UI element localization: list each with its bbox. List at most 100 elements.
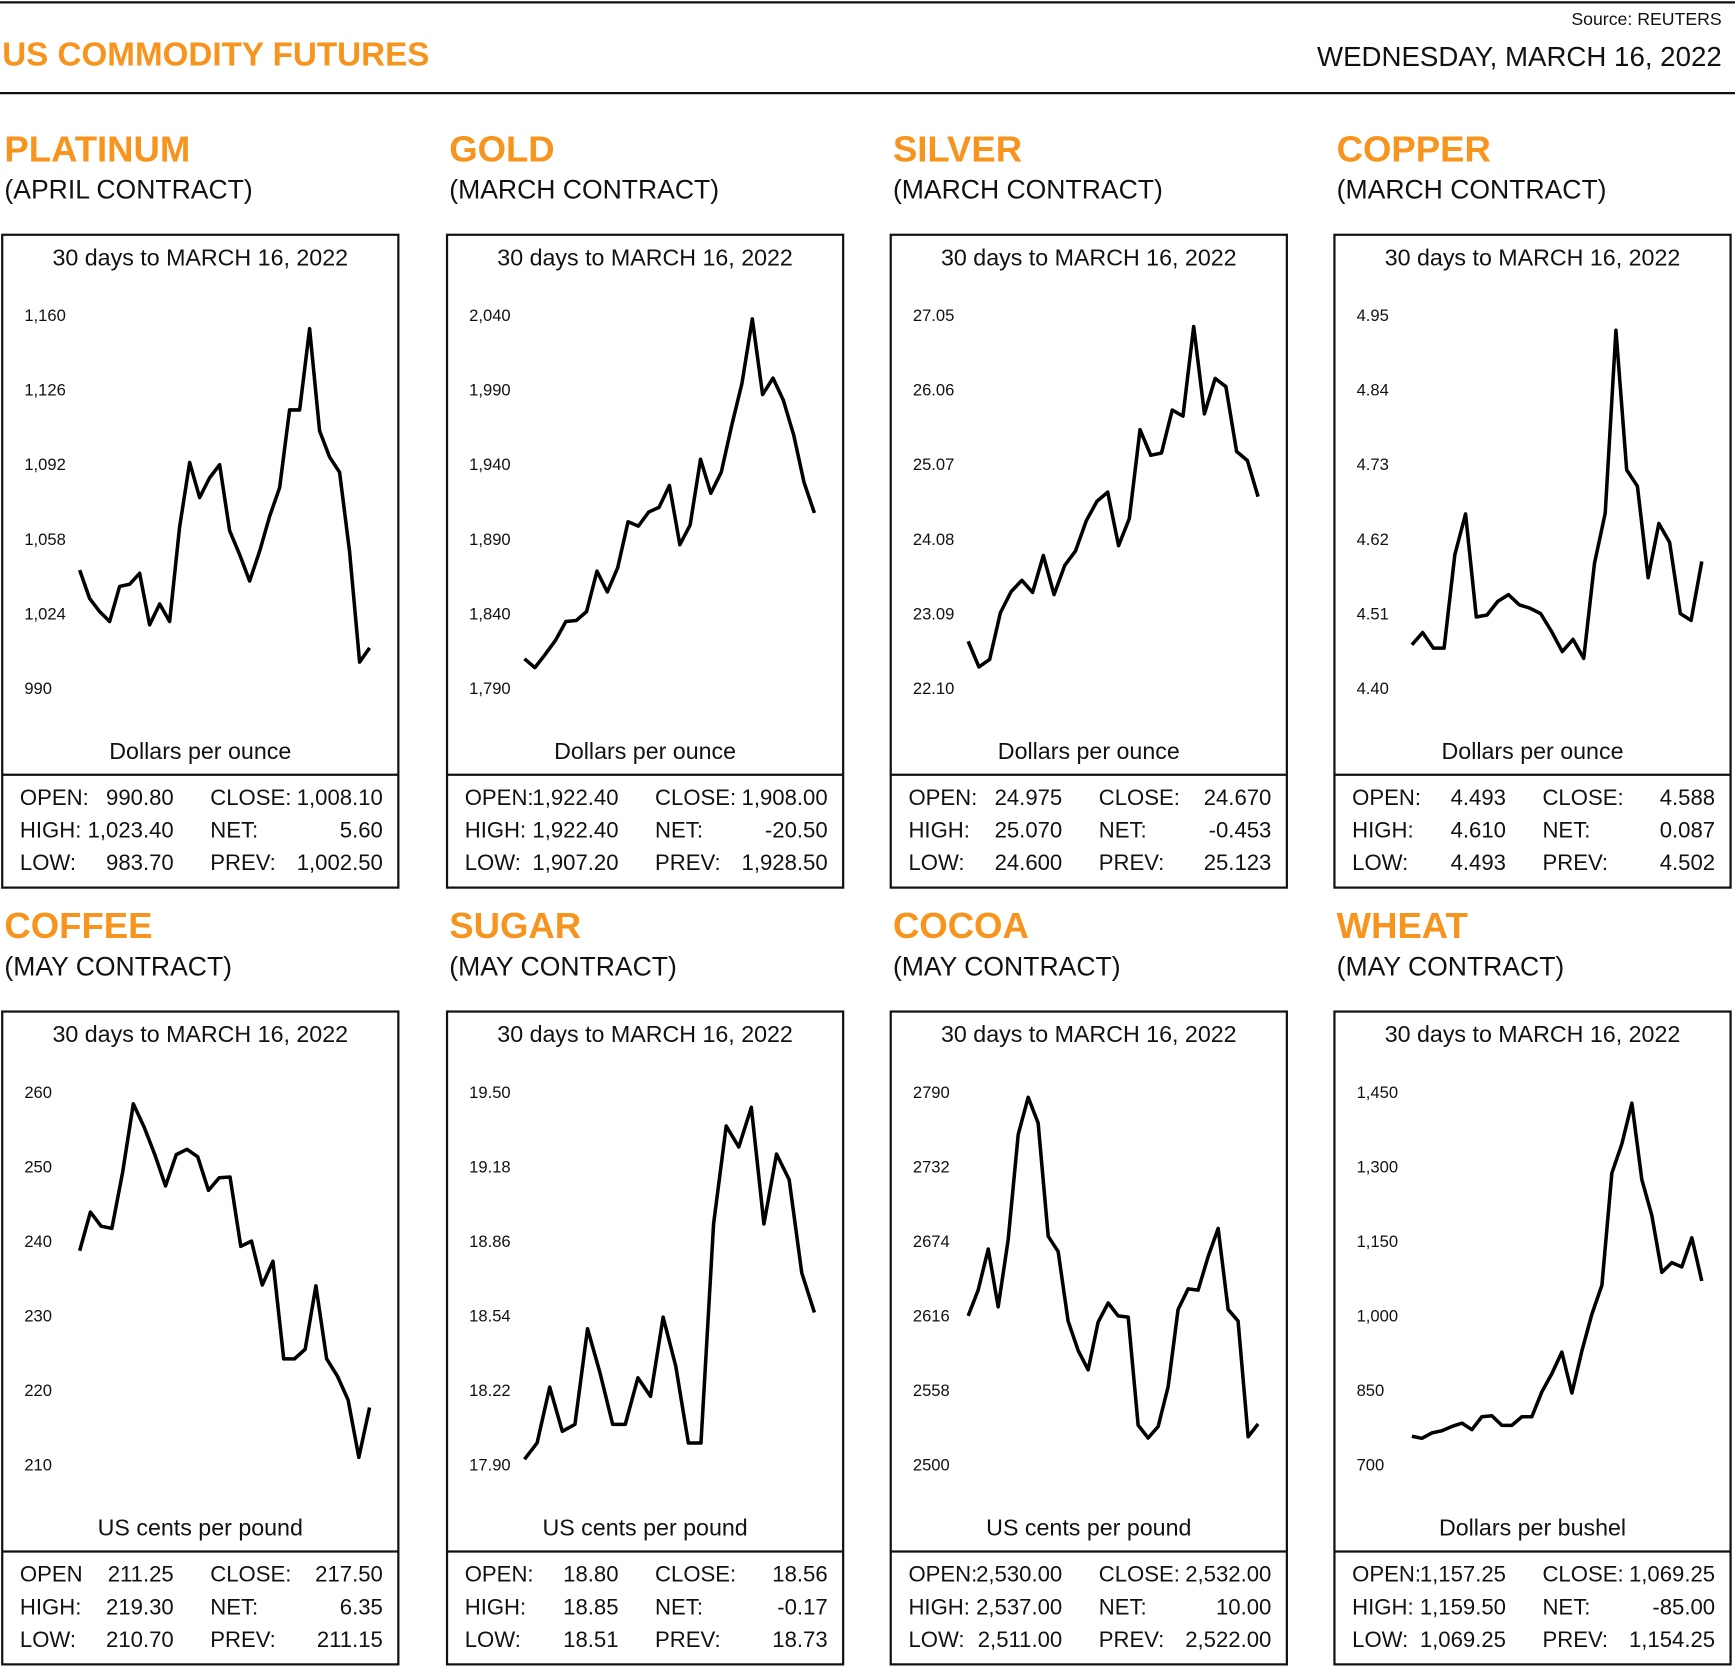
unit-label: Dollars per ounce [998, 738, 1180, 764]
stat-value: 25.123 [1204, 850, 1272, 875]
price-line [77, 1102, 372, 1460]
y-tick-label: 18.22 [469, 1381, 510, 1400]
chart-note: 30 days to MARCH 16, 2022 [497, 1021, 793, 1047]
chart-title: COCOA [893, 905, 1029, 946]
stat-value: 18.73 [772, 1627, 827, 1652]
stat-label: CLOSE: [210, 1562, 291, 1587]
chart-frame [1, 1010, 400, 1666]
y-tick-label: 240 [24, 1232, 52, 1251]
stat-label: LOW: [1352, 1627, 1408, 1652]
stat-value: 1,159.50 [1420, 1594, 1506, 1619]
stat-label: NET: [655, 1594, 703, 1619]
stat-label: CLOSE: [1542, 1562, 1623, 1587]
y-tick-label: 850 [1357, 1381, 1385, 1400]
y-tick-label: 19.50 [469, 1083, 510, 1102]
stat-label: LOW: [20, 850, 76, 875]
stat-label: NET: [210, 818, 258, 843]
stat-value: 983.70 [106, 850, 174, 875]
y-tick-label: 2790 [913, 1083, 950, 1102]
y-tick-label: 1,126 [24, 381, 65, 400]
chart-frame [889, 233, 1288, 889]
stat-value: 0.087 [1660, 818, 1715, 843]
chart-title: COPPER [1337, 128, 1491, 169]
y-tick-label: 1,940 [469, 455, 510, 474]
chart-note: 30 days to MARCH 16, 2022 [1385, 1021, 1681, 1047]
y-tick-label: 1,990 [469, 381, 510, 400]
y-tick-label: 4.40 [1357, 679, 1389, 698]
stat-value: 219.30 [106, 1594, 174, 1619]
y-tick-label: 19.18 [469, 1157, 510, 1176]
stat-label: HIGH: [20, 1594, 81, 1619]
stat-value: -0.17 [777, 1594, 827, 1619]
y-tick-label: 2500 [913, 1456, 950, 1475]
stat-value: 10.00 [1216, 1594, 1271, 1619]
price-line [77, 326, 372, 664]
y-tick-label: 4.84 [1357, 381, 1389, 400]
unit-label: US cents per pound [542, 1515, 747, 1541]
chart-note: 30 days to MARCH 16, 2022 [941, 244, 1237, 270]
stat-value: 18.85 [563, 1594, 618, 1619]
stat-label: PREV: [655, 1627, 721, 1652]
chart-frame [1, 233, 400, 889]
stat-value: 1,002.50 [297, 850, 383, 875]
stat-value: 4.588 [1660, 785, 1715, 810]
y-tick-label: 2,040 [469, 306, 510, 325]
stat-value: 4.610 [1451, 818, 1506, 843]
y-tick-label: 24.08 [913, 530, 955, 549]
chart-title: WHEAT [1337, 905, 1468, 946]
unit-label: US cents per pound [98, 1515, 303, 1541]
stat-label: CLOSE: [1542, 785, 1623, 810]
stat-label: NET: [1099, 1594, 1147, 1619]
price-line [523, 1105, 817, 1461]
chart-subtitle: (MARCH CONTRACT) [1337, 175, 1607, 205]
stat-label: CLOSE: [1099, 785, 1180, 810]
stat-value: 1,157.25 [1420, 1562, 1506, 1587]
stat-value: 4.493 [1451, 850, 1506, 875]
chart-title: SUGAR [449, 905, 581, 946]
stat-value: 2,511.00 [978, 1627, 1062, 1652]
stat-value: -85.00 [1652, 1594, 1715, 1619]
chart-subtitle: (APRIL CONTRACT) [4, 175, 252, 205]
source: Source: REUTERS [1571, 9, 1721, 29]
chart-title: GOLD [449, 128, 554, 169]
y-tick-label: 230 [24, 1307, 52, 1326]
y-tick-label: 1,790 [469, 679, 510, 698]
chart-frame [445, 1010, 845, 1666]
stat-label: HIGH: [908, 1594, 969, 1619]
stat-label: PREV: [1099, 1627, 1165, 1652]
chart-note: 30 days to MARCH 16, 2022 [52, 244, 348, 270]
stat-value: 2,530.00 [976, 1562, 1062, 1587]
stat-label: OPEN: [1352, 785, 1421, 810]
stat-value: 1,928.50 [742, 850, 828, 875]
stat-value: 990.80 [106, 785, 174, 810]
y-tick-label: 1,300 [1357, 1157, 1399, 1176]
unit-label: Dollars per ounce [109, 738, 291, 764]
stat-label: NET: [655, 818, 703, 843]
stat-label: HIGH: [20, 818, 81, 843]
stat-value: 1,908.00 [742, 785, 828, 810]
stat-value: 25.070 [995, 818, 1063, 843]
stat-value: 211.15 [317, 1627, 383, 1652]
stat-label: CLOSE: [655, 1562, 736, 1587]
stat-label: PREV: [1542, 1627, 1608, 1652]
y-tick-label: 990 [24, 679, 52, 698]
stat-value: 2,522.00 [1185, 1627, 1271, 1652]
y-tick-label: 1,840 [469, 604, 510, 623]
page-title: US COMMODITY FUTURES [2, 36, 429, 73]
y-tick-label: 2674 [913, 1232, 950, 1251]
chart-subtitle: (MAY CONTRACT) [4, 951, 232, 981]
price-line [966, 324, 1260, 669]
stat-label: HIGH: [908, 818, 969, 843]
y-tick-label: 17.90 [469, 1456, 510, 1475]
y-tick-label: 4.62 [1357, 530, 1389, 549]
stat-label: OPEN: [908, 1562, 977, 1587]
y-tick-label: 1,058 [24, 530, 65, 549]
chart-frame [1333, 1010, 1732, 1666]
y-tick-label: 1,092 [24, 455, 65, 474]
stat-label: PREV: [1542, 850, 1608, 875]
stat-value: 1,069.25 [1420, 1627, 1506, 1652]
stat-label: LOW: [1352, 850, 1408, 875]
stat-value: 1,008.10 [297, 785, 383, 810]
